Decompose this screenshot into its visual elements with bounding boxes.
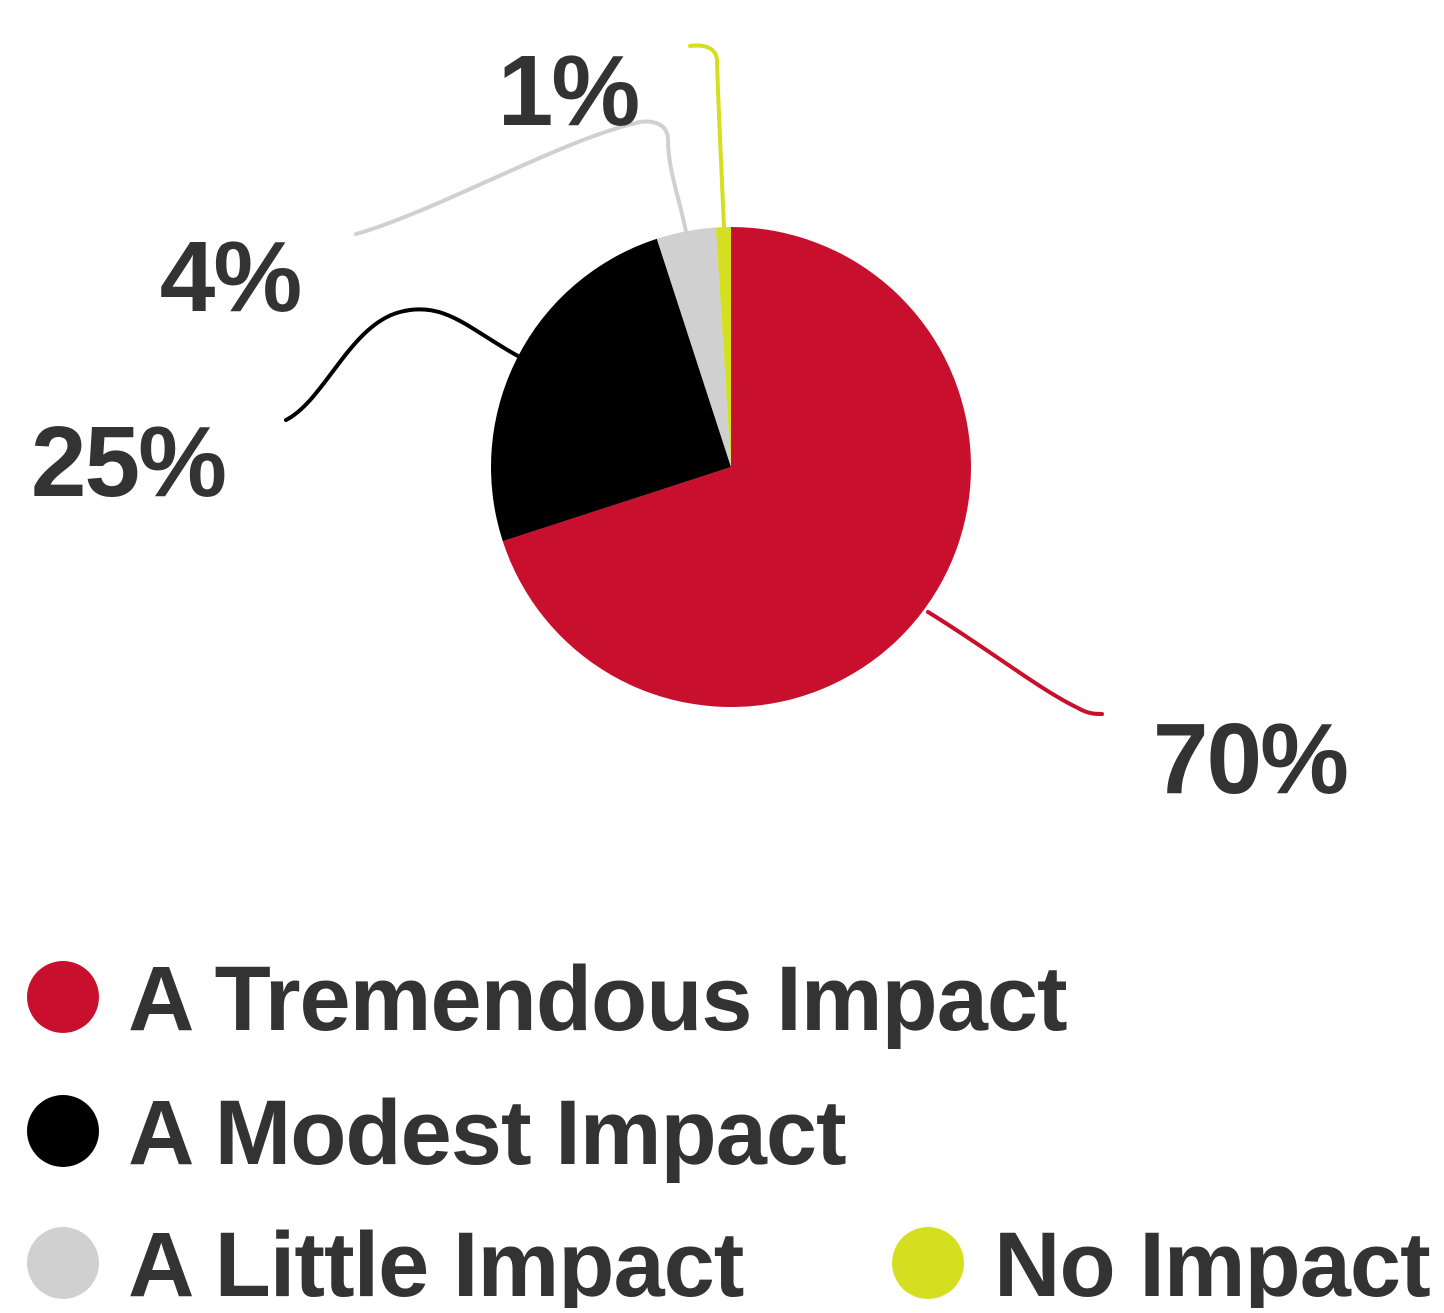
value-labels: 70% 25% 4% 1% <box>31 35 1349 815</box>
slice-a-tremendous-impact <box>502 226 972 708</box>
value-label-a-tremendous-impact: 70% <box>1153 703 1347 815</box>
value-label-a-modest-impact: 25% <box>31 406 225 518</box>
legend-swatch-no-impact <box>892 1227 964 1299</box>
legend-swatch-a-tremendous-impact <box>27 961 99 1033</box>
slice-a-little-impact <box>656 227 731 467</box>
slice-a-modest-impact <box>491 238 731 542</box>
leader-line-no-impact <box>688 43 726 230</box>
legend-label-a-little-impact: A Little Impact <box>128 1214 744 1308</box>
legend: A Tremendous Impact A Modest Impact A Litt… <box>27 948 1431 1313</box>
legend-item-a-modest-impact: A Modest Impact <box>27 1082 847 1184</box>
leader-line-a-modest-impact <box>284 307 520 422</box>
value-label-a-little-impact: 4% <box>160 221 301 333</box>
slice-no-impact <box>715 227 731 467</box>
leader-line-a-tremendous-impact <box>926 610 1104 716</box>
legend-label-a-modest-impact: A Modest Impact <box>128 1082 846 1184</box>
legend-swatch-a-modest-impact <box>27 1095 99 1167</box>
legend-swatch-a-little-impact <box>27 1227 99 1299</box>
leader-lines <box>284 43 1104 716</box>
legend-item-no-impact: No Impact <box>892 1214 1431 1313</box>
leader-line-a-little-impact <box>354 119 688 236</box>
legend-item-a-little-impact: A Little Impact <box>27 1214 745 1313</box>
pie-slices <box>491 226 972 708</box>
value-label-no-impact: 1% <box>498 35 639 147</box>
legend-label-no-impact: No Impact <box>994 1214 1430 1308</box>
legend-item-a-tremendous-impact: A Tremendous Impact <box>27 948 1068 1050</box>
legend-label-a-tremendous-impact: A Tremendous Impact <box>128 948 1067 1050</box>
